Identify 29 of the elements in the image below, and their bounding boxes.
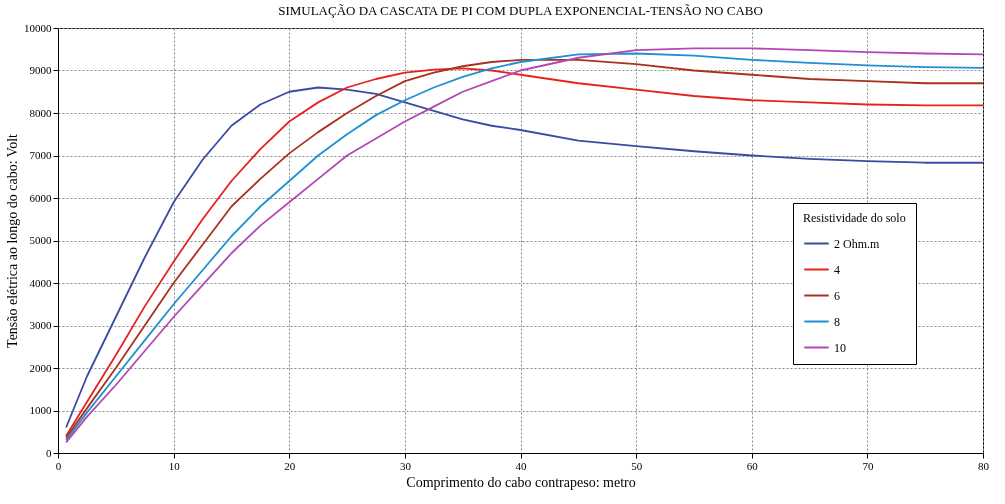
x-tick-label: 50 [631, 459, 643, 472]
x-tick-label: 60 [746, 459, 759, 472]
chart-title: SIMULAÇÃO DA CASCATA DE PI COM DUPLA EXPONENCIAL-TENSÃO NO CABO [278, 3, 763, 18]
y-tick-label: 2000 [29, 361, 52, 374]
y-tick-label: 1000 [29, 404, 52, 416]
x-tick-label: 0 [55, 459, 62, 472]
y-tick-label: 9000 [29, 64, 52, 76]
y-tick-label: 7000 [29, 149, 52, 161]
y-tick-label: 6000 [29, 191, 52, 204]
x-axis-title: Comprimento do cabo contrapeso: metro [406, 474, 636, 490]
legend-label: 6 [834, 288, 840, 303]
x-tick-label: 70 [862, 459, 874, 472]
legend-label: 2 Ohm.m [834, 236, 880, 251]
x-tick-label: 30 [399, 459, 412, 472]
y-tick-label: 0 [46, 446, 52, 459]
y-axis-title: Tensão elétrica ao longo do cabo: Volt [5, 133, 20, 348]
legend-title: Resistividade do solo [803, 211, 906, 225]
y-tick-label: 4000 [29, 276, 52, 289]
legend-label: 10 [834, 340, 846, 355]
legend-label: 4 [834, 262, 840, 277]
y-tick-label: 8000 [29, 106, 52, 119]
y-tick-label: 3000 [29, 319, 52, 331]
y-tick-label: 10000 [24, 21, 52, 34]
x-tick-label: 10 [168, 459, 181, 472]
x-tick-label: 80 [978, 459, 990, 472]
legend-label: 8 [834, 314, 840, 329]
x-tick-label: 40 [515, 459, 527, 472]
x-tick-label: 20 [284, 459, 296, 472]
y-tick-label: 5000 [29, 234, 52, 246]
